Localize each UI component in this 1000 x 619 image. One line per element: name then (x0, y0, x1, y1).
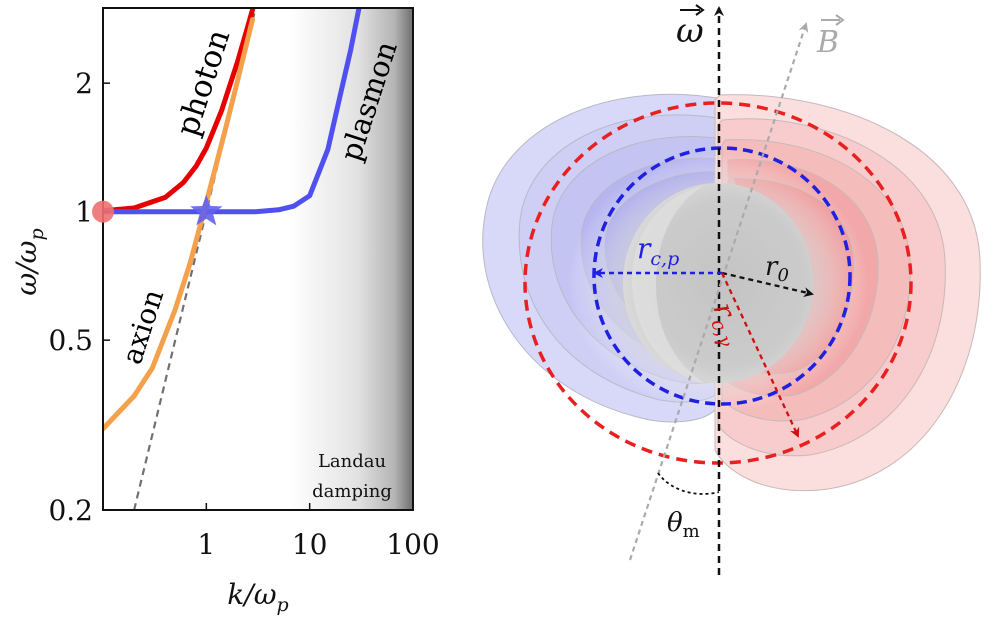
theta-label: θm (667, 508, 700, 542)
magnetic-axis (628, 22, 809, 561)
b-field-label: B (816, 14, 845, 60)
svg-text:k/ωp: k/ωp (227, 578, 288, 616)
y-tick-label: 0.2 (48, 494, 93, 527)
star-crescent (631, 185, 705, 384)
y-tick-label: 0.5 (48, 324, 93, 357)
r0-arrow (721, 271, 814, 298)
plasmon-curve (103, 8, 362, 215)
plot-markers (92, 194, 223, 226)
svg-text:B: B (816, 25, 839, 60)
omega-label: ω (676, 4, 705, 51)
y-tick-label: 1 (75, 196, 93, 229)
landau-label-line1: Landau (318, 451, 386, 472)
rcp-label: rc,p (637, 232, 679, 270)
svg-text:ω/ωp: ω/ωp (10, 228, 48, 295)
x-tick-label: 1 (197, 528, 215, 561)
x-tick-label: 100 (386, 528, 439, 561)
svg-text:ω: ω (676, 11, 704, 51)
x-axis-label: k/ωp (227, 578, 288, 616)
theta-arc (657, 472, 720, 495)
r0-label: r0 (765, 252, 789, 286)
axion-curve (103, 17, 255, 432)
light-line-reference (133, 8, 257, 510)
rcg-arrow (720, 272, 800, 438)
y-axis-label: ω/ωp (10, 228, 48, 295)
plot-frame (102, 7, 414, 511)
resonance-crossing-marker (190, 194, 223, 226)
x-tick-label: 10 (292, 528, 328, 561)
landau-damping-region (290, 8, 413, 510)
photon-curve (103, 8, 256, 214)
axion-label: axion (115, 285, 170, 368)
photon-plasma-frequency-marker (92, 200, 114, 223)
plot-ticks: 1 10 100 0.2 0.5 1 2 (48, 67, 439, 561)
plot-curves (103, 8, 362, 510)
y-tick-label: 2 (75, 67, 93, 100)
neutron-star-diagram: ω B rc,p r0 rc,γ θm (482, 4, 981, 575)
landau-label-line2: damping (312, 481, 392, 502)
